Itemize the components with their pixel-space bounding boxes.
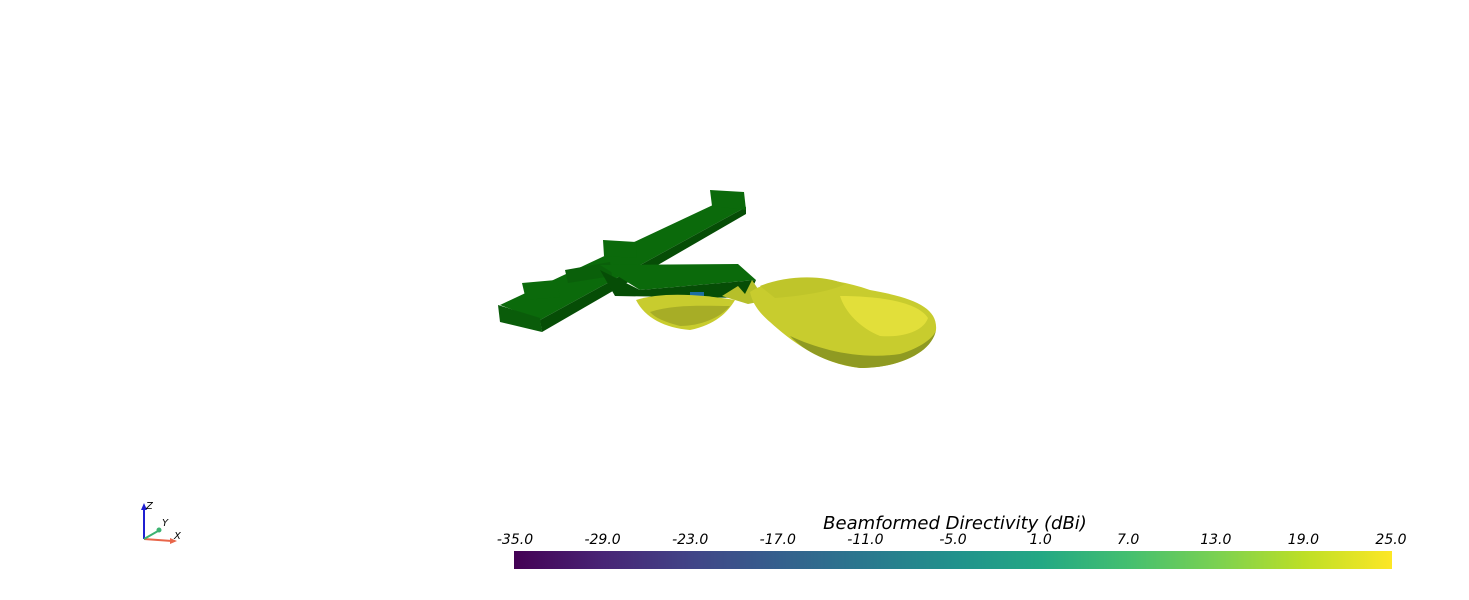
colorbar-tick-label: 19.0	[1287, 532, 1319, 548]
fin-block	[603, 240, 637, 258]
fuselage-top	[600, 264, 756, 290]
y-axis-line	[143, 530, 159, 540]
colorbar	[514, 551, 1392, 569]
colorbar-tick-label: -35.0	[496, 532, 534, 548]
radiation-pattern	[636, 277, 937, 368]
x-axis-arrow	[170, 538, 177, 544]
y-axis-label: Y	[162, 518, 169, 529]
left-strut-2	[565, 262, 612, 283]
wing-bar-top	[500, 197, 746, 320]
colorbar-title: Beamformed Directivity (dBi)	[823, 513, 1087, 534]
colorbar-tick-label: -5.0	[939, 532, 967, 548]
colorbar-tick-label: 1.0	[1029, 532, 1052, 548]
back-lobe-shade	[650, 305, 730, 326]
orientation-axes: Z Y X	[141, 501, 182, 544]
colorbar-tick-label: -29.0	[584, 532, 621, 548]
z-axis-label: Z	[145, 501, 154, 512]
main-lobe-highlight	[840, 296, 928, 337]
left-strut-1	[522, 280, 560, 300]
colorbar-tick-label: 7.0	[1117, 532, 1140, 548]
colorbar-tick-labels: -35.0 -29.0 -23.0 -17.0 -11.0 -5.0 1.0 7.0 13.0 1…	[0, 532, 1469, 552]
x-axis-label: X	[173, 531, 182, 542]
z-axis-arrow	[141, 503, 147, 510]
fuselage-side	[600, 270, 756, 298]
colorbar-tick-label: -23.0	[672, 532, 709, 548]
wing-tip-right	[710, 190, 746, 210]
colorbar-tick-label: 13.0	[1200, 532, 1232, 548]
y-axis-arrow	[156, 527, 162, 533]
3d-scene[interactable]	[0, 0, 1469, 500]
x-axis-line	[143, 538, 173, 542]
main-lobe-upper	[760, 277, 845, 298]
colorbar-tick-label: -17.0	[759, 532, 796, 548]
fuselage-accent	[690, 292, 704, 298]
colorbar-tick-label: 25.0	[1375, 532, 1407, 548]
wing-bar-end	[498, 305, 542, 332]
aircraft-model	[498, 190, 756, 332]
main-lobe-underside	[790, 330, 936, 368]
colorbar-tick-label: -11.0	[847, 532, 884, 548]
